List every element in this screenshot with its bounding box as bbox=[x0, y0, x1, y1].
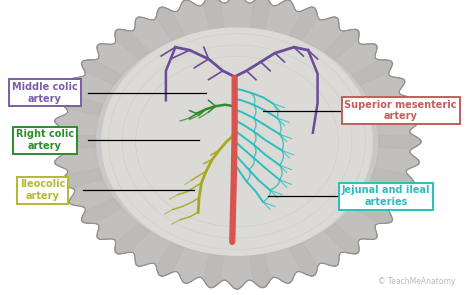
Polygon shape bbox=[82, 198, 150, 254]
Text: Jejunal and ileal
arteries: Jejunal and ileal arteries bbox=[342, 185, 430, 207]
Polygon shape bbox=[371, 95, 421, 149]
Polygon shape bbox=[203, 0, 271, 30]
Polygon shape bbox=[60, 60, 122, 115]
Polygon shape bbox=[115, 7, 184, 60]
Polygon shape bbox=[371, 135, 421, 188]
Polygon shape bbox=[290, 7, 359, 60]
Polygon shape bbox=[156, 0, 224, 41]
Text: © TeachMeAnatomy: © TeachMeAnatomy bbox=[378, 277, 456, 286]
Polygon shape bbox=[352, 60, 414, 115]
Polygon shape bbox=[250, 242, 318, 288]
Polygon shape bbox=[53, 95, 103, 149]
Polygon shape bbox=[156, 242, 224, 288]
Polygon shape bbox=[115, 224, 184, 276]
Polygon shape bbox=[53, 0, 421, 289]
Polygon shape bbox=[102, 28, 372, 255]
Polygon shape bbox=[53, 135, 103, 188]
Text: Ileocolic
artery: Ileocolic artery bbox=[20, 179, 65, 201]
Polygon shape bbox=[60, 168, 122, 223]
Text: Superior mesenteric
artery: Superior mesenteric artery bbox=[344, 100, 457, 122]
Polygon shape bbox=[203, 253, 271, 289]
Text: Right colic
artery: Right colic artery bbox=[16, 129, 74, 151]
Polygon shape bbox=[324, 198, 392, 254]
Polygon shape bbox=[324, 30, 392, 85]
Polygon shape bbox=[352, 168, 414, 223]
Polygon shape bbox=[82, 30, 150, 85]
Polygon shape bbox=[250, 0, 318, 41]
Polygon shape bbox=[290, 224, 359, 276]
Text: Middle colic
artery: Middle colic artery bbox=[12, 82, 78, 104]
